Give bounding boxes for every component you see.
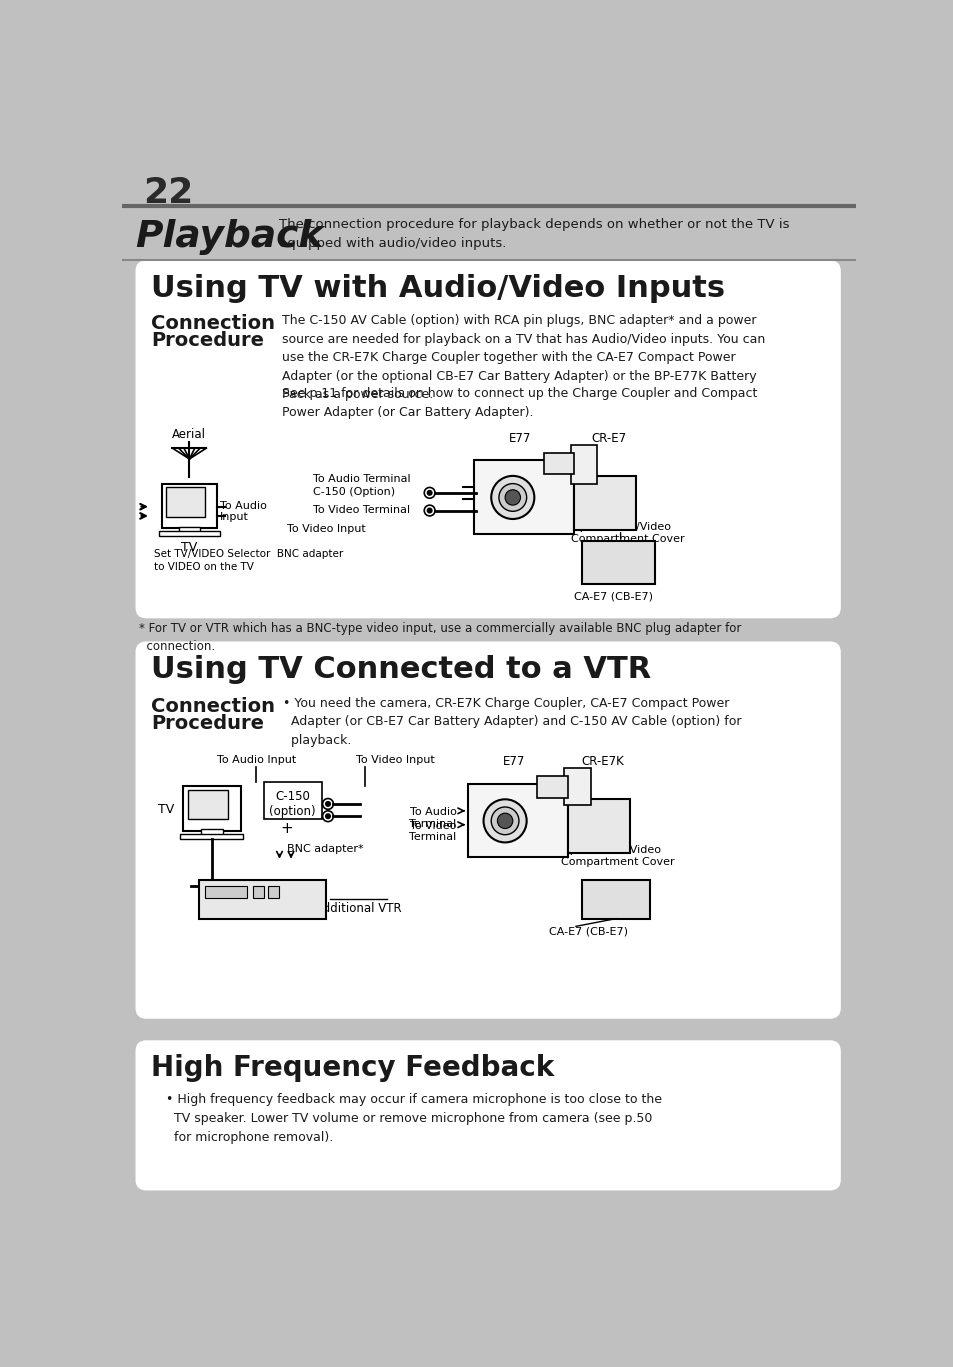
Bar — [264, 782, 321, 819]
Bar — [201, 830, 222, 835]
Text: Connection: Connection — [151, 314, 274, 334]
Bar — [268, 886, 279, 898]
Circle shape — [504, 489, 520, 506]
Text: • High frequency feedback may occur if camera microphone is too close to the
  T: • High frequency feedback may occur if c… — [166, 1092, 661, 1144]
Text: To Video Input: To Video Input — [356, 756, 435, 766]
Circle shape — [427, 509, 432, 513]
Text: Connection: Connection — [151, 697, 274, 716]
Bar — [474, 461, 574, 533]
Bar — [178, 526, 200, 532]
Bar — [158, 532, 220, 536]
Text: CA-E7 (CB-E7): CA-E7 (CB-E7) — [574, 592, 653, 601]
Text: Aerial: Aerial — [172, 428, 206, 442]
Text: Procedure: Procedure — [151, 714, 264, 733]
FancyBboxPatch shape — [135, 641, 840, 1018]
Circle shape — [424, 506, 435, 515]
Text: Playback: Playback — [135, 219, 323, 256]
FancyBboxPatch shape — [135, 260, 840, 618]
Bar — [121, 164, 856, 206]
Bar — [543, 452, 574, 474]
Bar — [581, 541, 655, 584]
Bar — [568, 800, 629, 853]
Circle shape — [424, 488, 435, 498]
Circle shape — [325, 813, 330, 819]
FancyBboxPatch shape — [135, 1040, 840, 1191]
Circle shape — [491, 807, 518, 835]
Circle shape — [498, 484, 526, 511]
Bar — [166, 488, 205, 517]
Text: To Audio Input: To Audio Input — [216, 756, 295, 766]
Text: C-150
(option): C-150 (option) — [269, 790, 315, 817]
Text: To Audio
Terminal: To Audio Terminal — [409, 807, 456, 828]
Text: Procedure: Procedure — [151, 331, 264, 350]
Bar — [121, 206, 856, 260]
Text: * For TV or VTR which has a BNC-type video input, use a commercially available B: * For TV or VTR which has a BNC-type vid… — [138, 622, 740, 653]
Bar — [205, 886, 247, 898]
Circle shape — [322, 811, 333, 822]
Text: C-150 (Option): C-150 (Option) — [313, 487, 395, 496]
Text: Additional VTR: Additional VTR — [314, 902, 401, 915]
Bar — [161, 484, 217, 528]
Text: See p.11 for details on how to connect up the Charge Coupler and Compact
Power A: See p.11 for details on how to connect u… — [281, 387, 757, 418]
Text: E77: E77 — [502, 756, 525, 768]
Bar — [180, 834, 243, 838]
Bar — [468, 783, 568, 857]
Text: +: + — [280, 820, 294, 835]
Text: TV: TV — [181, 540, 197, 554]
Text: Using TV with Audio/Video Inputs: Using TV with Audio/Video Inputs — [151, 275, 724, 303]
Circle shape — [491, 476, 534, 519]
Text: Using TV Connected to a VTR: Using TV Connected to a VTR — [151, 655, 651, 685]
Text: Open Audio/Video
Compartment Cover: Open Audio/Video Compartment Cover — [570, 522, 683, 544]
Bar — [183, 786, 241, 831]
Text: Open Audio/Video
Compartment Cover: Open Audio/Video Compartment Cover — [560, 846, 674, 867]
Bar — [198, 880, 325, 919]
Bar — [188, 790, 228, 819]
Bar — [537, 776, 568, 798]
Text: The C-150 AV Cable (option) with RCA pin plugs, BNC adapter* and a power
source : The C-150 AV Cable (option) with RCA pin… — [281, 314, 764, 401]
Text: To Audio Terminal: To Audio Terminal — [313, 474, 410, 484]
Text: To Video Input: To Video Input — [287, 524, 366, 533]
Text: CA-E7 (CB-E7): CA-E7 (CB-E7) — [548, 927, 627, 936]
Text: • You need the camera, CR-E7K Charge Coupler, CA-E7 Compact Power
  Adapter (or : • You need the camera, CR-E7K Charge Cou… — [283, 697, 741, 746]
Text: 22: 22 — [143, 176, 193, 211]
Circle shape — [322, 798, 333, 809]
Circle shape — [427, 491, 432, 495]
Circle shape — [497, 813, 513, 828]
Bar — [581, 880, 649, 919]
Text: The connection procedure for playback depends on whether or not the TV is
equipp: The connection procedure for playback de… — [279, 217, 789, 250]
Bar — [574, 476, 636, 530]
Text: CR-E7K: CR-E7K — [581, 756, 623, 768]
Text: E77: E77 — [509, 432, 531, 446]
Bar — [564, 768, 591, 805]
Text: Set TV/VIDEO Selector  BNC adapter
to VIDEO on the TV: Set TV/VIDEO Selector BNC adapter to VID… — [153, 550, 343, 573]
Text: BNC adapter*: BNC adapter* — [287, 843, 363, 854]
Text: TV: TV — [157, 802, 173, 816]
Bar — [570, 446, 597, 484]
Text: To Audio
Input: To Audio Input — [220, 500, 267, 522]
Text: To Video
Terminal: To Video Terminal — [409, 820, 456, 842]
Text: To Video Terminal: To Video Terminal — [313, 506, 409, 515]
Circle shape — [325, 801, 330, 807]
Text: High Frequency Feedback: High Frequency Feedback — [151, 1054, 554, 1083]
Bar — [253, 886, 264, 898]
Circle shape — [483, 800, 526, 842]
Text: CR-E7: CR-E7 — [591, 432, 626, 446]
